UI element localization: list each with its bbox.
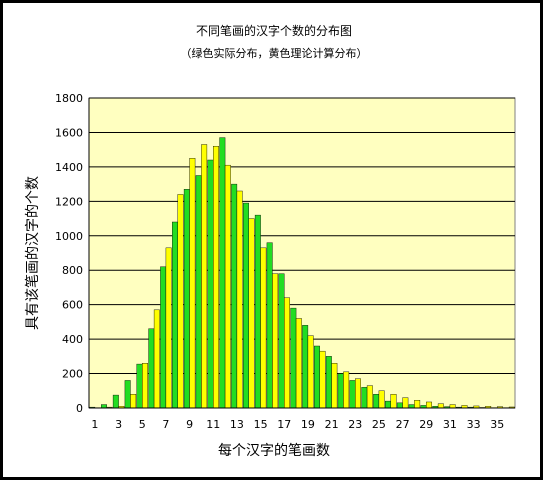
bars	[89, 137, 515, 409]
bar	[449, 404, 456, 409]
bar	[278, 273, 285, 409]
bar	[426, 401, 432, 409]
bar	[295, 318, 302, 409]
y-tick-label: 1200	[55, 195, 83, 208]
x-tick-label: 3	[115, 418, 122, 431]
bar	[207, 159, 214, 409]
bar	[284, 297, 290, 409]
bar	[302, 325, 309, 409]
bar	[355, 378, 361, 409]
x-tick-label: 5	[139, 418, 146, 431]
bar	[177, 194, 184, 409]
y-tick-label: 200	[62, 368, 83, 381]
bar	[337, 373, 344, 409]
y-tick-label: 1400	[55, 161, 83, 174]
chart-subtitle: （绿色实际分布，黄色理论计算分布）	[181, 46, 368, 60]
bar	[213, 146, 219, 409]
bar	[361, 387, 368, 409]
bar	[349, 380, 356, 409]
bar	[290, 307, 297, 409]
bar	[165, 247, 172, 409]
bar	[153, 309, 160, 409]
y-tick-label: 1000	[55, 230, 83, 243]
bar	[243, 202, 249, 409]
bar	[307, 335, 314, 409]
bar	[124, 380, 131, 409]
x-tick-label: 33	[467, 418, 481, 431]
bar	[260, 247, 267, 409]
bar	[373, 394, 380, 409]
bar	[437, 403, 444, 409]
y-tick-label: 0	[76, 402, 83, 415]
bar	[254, 214, 261, 409]
y-tick-label: 800	[62, 264, 83, 277]
y-tick-label: 1800	[55, 92, 83, 105]
x-tick-label: 17	[277, 418, 291, 431]
x-tick-label: 35	[490, 418, 504, 431]
bar	[325, 356, 332, 409]
x-tick-label: 11	[206, 418, 220, 431]
bar	[272, 273, 279, 409]
bar	[396, 402, 403, 409]
bar	[266, 242, 273, 409]
x-tick-labels: 1 3 5 7 9 11 13 15 17 19 21 23 25 27 29 31 33 35	[91, 418, 504, 431]
gridlines	[89, 97, 515, 375]
bar	[148, 328, 155, 409]
bar	[130, 394, 137, 409]
bar	[390, 394, 397, 409]
x-tick-label: 29	[419, 418, 433, 431]
bar	[319, 350, 326, 409]
bar	[414, 400, 421, 409]
bar	[236, 190, 243, 409]
bar	[385, 400, 391, 409]
bar	[224, 164, 231, 409]
y-tick-label: 1600	[55, 126, 83, 139]
bar	[402, 397, 409, 409]
bar	[160, 266, 167, 409]
x-tick-label: 21	[325, 418, 339, 431]
bar	[183, 189, 190, 409]
y-tick-label: 600	[62, 299, 83, 312]
bar	[142, 363, 148, 409]
x-tick-label: 23	[348, 418, 362, 431]
bar	[314, 345, 320, 409]
bar	[366, 385, 373, 409]
x-tick-label: 1	[91, 418, 98, 431]
bar	[112, 394, 119, 409]
x-tick-label: 25	[372, 418, 386, 431]
bar	[172, 221, 178, 409]
bar-chart: 不同笔画的汉字个数的分布图 （绿色实际分布，黄色理论计算分布） 0 200 400 6…	[25, 23, 516, 459]
bar	[378, 390, 385, 409]
y-axis-label: 具有该笔画的汉字的个数	[25, 176, 41, 330]
bar	[408, 404, 415, 409]
x-tick-label: 19	[301, 418, 315, 431]
plot-area	[88, 97, 516, 409]
bar	[219, 137, 226, 409]
x-tick-label: 9	[186, 418, 193, 431]
bar	[101, 404, 107, 409]
x-tick-label: 15	[254, 418, 268, 431]
bar	[343, 371, 350, 409]
x-tick-label: 7	[162, 418, 169, 431]
chart-title: 不同笔画的汉字个数的分布图	[196, 23, 352, 38]
x-tick-label: 13	[230, 418, 244, 431]
bar	[189, 158, 196, 409]
x-axis-label: 每个汉字的笔画数	[218, 443, 330, 459]
bar	[195, 175, 202, 409]
chart-frame: 不同笔画的汉字个数的分布图 （绿色实际分布，黄色理论计算分布） 0 200 400 6…	[3, 3, 540, 477]
bar	[136, 363, 143, 409]
bar	[331, 363, 338, 409]
bar	[201, 144, 208, 409]
y-tick-labels: 0 200 400 600 800 1000 1200 1400 1600 1800	[55, 92, 83, 415]
x-tick-label: 27	[396, 418, 410, 431]
x-tick-label: 31	[443, 418, 457, 431]
bar	[248, 218, 255, 409]
y-tick-label: 400	[62, 333, 83, 346]
bar	[231, 183, 238, 409]
